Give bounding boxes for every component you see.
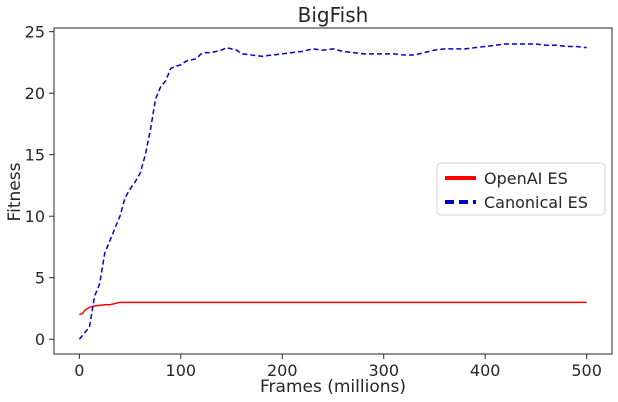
legend-label-2: Canonical ES: [484, 193, 588, 212]
y-tick-label: 15: [25, 146, 45, 165]
x-tick-label: 300: [368, 361, 399, 380]
series-line-1: [79, 301, 587, 316]
x-tick-label: 100: [166, 361, 197, 380]
y-tick-label: 0: [35, 330, 45, 349]
x-tick-label: 200: [267, 361, 298, 380]
y-tick-label: 10: [25, 207, 45, 226]
y-tick-label: 25: [25, 23, 45, 42]
y-axis-label: Fitness: [5, 162, 25, 221]
legend-box: [436, 162, 606, 216]
x-tick-label: 500: [571, 361, 602, 380]
legend-label-1: OpenAI ES: [484, 169, 568, 188]
x-axis-label: Frames (millions): [260, 377, 406, 397]
x-tick-label: 400: [470, 361, 501, 380]
plot-frame: [53, 27, 613, 355]
plot-area: 0 100 200 300 400 500 0 5 10 15 20 25 OpenAI ES Canon…: [25, 23, 613, 380]
chart-title: BigFish: [298, 3, 369, 27]
x-tick-label: 0: [74, 361, 84, 380]
y-tick-label: 20: [25, 84, 45, 103]
y-tick-label: 5: [35, 269, 45, 288]
series-line-2: [78, 43, 587, 340]
